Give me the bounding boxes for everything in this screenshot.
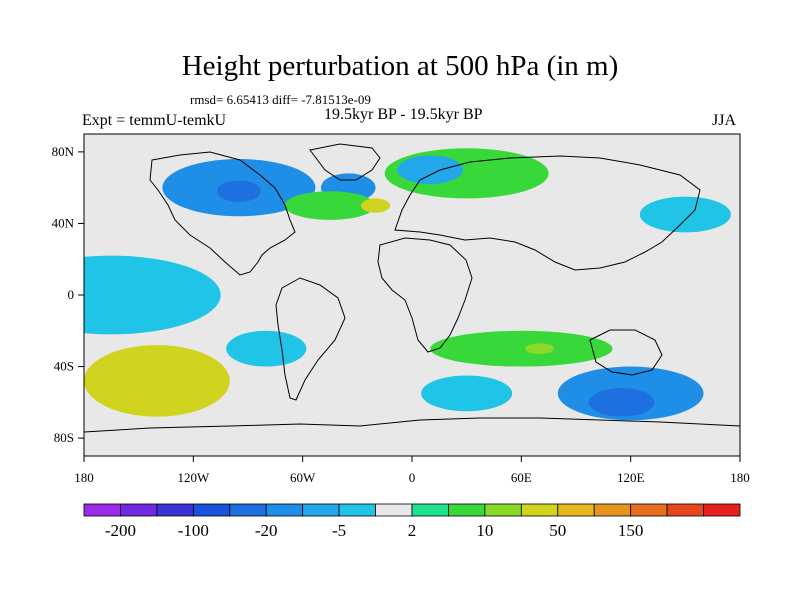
colorbar-swatch	[156, 503, 194, 517]
colorbar-swatch	[630, 503, 668, 517]
contour-region-14	[421, 375, 513, 412]
colorbar-swatch	[120, 503, 158, 517]
colorbar-label: -20	[255, 521, 278, 540]
colorbar-swatch	[703, 503, 741, 517]
x-tick-label: 120W	[177, 470, 210, 485]
contour-region-13	[524, 343, 555, 355]
colorbar-swatch	[338, 503, 376, 517]
y-tick-label: 80N	[52, 144, 75, 159]
experiment-label: Expt = temmU-temkU	[82, 112, 227, 129]
coastline-north-america	[149, 151, 296, 276]
coastline-eurasia	[394, 155, 701, 271]
coastline-south-america	[275, 277, 346, 401]
x-tick-label: 180	[730, 470, 750, 485]
chart-title: Height perturbation at 500 hPa (in m)	[181, 50, 619, 82]
contour-region-11	[226, 330, 307, 367]
x-tick-label: 60W	[290, 470, 316, 485]
colorbar-swatch	[229, 503, 267, 517]
colorbar-swatch	[520, 503, 559, 517]
coastline-antarctica	[84, 417, 740, 433]
y-tick-label: 0	[68, 287, 75, 302]
contour-region-4	[284, 191, 376, 220]
colorbar-label: 150	[618, 521, 644, 540]
colorbar-swatch	[448, 503, 486, 517]
contour-region-10	[93, 366, 185, 410]
colorbar-label: -200	[105, 521, 136, 540]
colorbar-label: -5	[332, 521, 346, 540]
colorbar-label: 50	[549, 521, 566, 540]
colorbar-swatch	[557, 503, 595, 517]
contour-region-16	[588, 388, 655, 417]
colorbar-swatch	[375, 503, 413, 517]
stats-label: rmsd= 6.65413 diff= -7.81513e-09	[190, 92, 371, 107]
colorbar-swatch	[666, 503, 704, 517]
period-label: 19.5kyr BP - 19.5kyr BP	[324, 106, 483, 123]
y-tick-label: 40S	[54, 359, 74, 374]
x-tick-label: 60E	[511, 470, 532, 485]
coastline-australia	[589, 329, 663, 376]
contour-region-8	[639, 196, 731, 233]
x-tick-label: 0	[409, 470, 416, 485]
x-tick-label: 180	[74, 470, 94, 485]
contour-region-0	[84, 255, 221, 335]
colorbar-swatch	[484, 503, 522, 517]
colorbar-swatch	[265, 503, 304, 517]
coastline-africa	[377, 237, 473, 353]
contour-region-2	[217, 180, 261, 202]
colorbar-swatch	[302, 503, 340, 517]
colorbar-label: 10	[476, 521, 493, 540]
season-label: JJA	[712, 112, 737, 129]
y-tick-label: 40N	[52, 215, 75, 230]
x-tick-label: 120E	[617, 470, 645, 485]
colorbar-swatch	[83, 503, 121, 517]
colorbar-swatch	[593, 503, 632, 517]
contour-region-12	[430, 330, 613, 367]
colorbar-swatch	[411, 503, 449, 517]
coastline-greenland	[309, 143, 381, 181]
colorbar-label: 2	[408, 521, 417, 540]
colorbar-label: -100	[178, 521, 209, 540]
contour-region-5	[360, 198, 391, 213]
y-tick-label: 80S	[54, 430, 74, 445]
contour-region-7	[397, 155, 464, 185]
colorbar-swatch	[192, 503, 231, 517]
